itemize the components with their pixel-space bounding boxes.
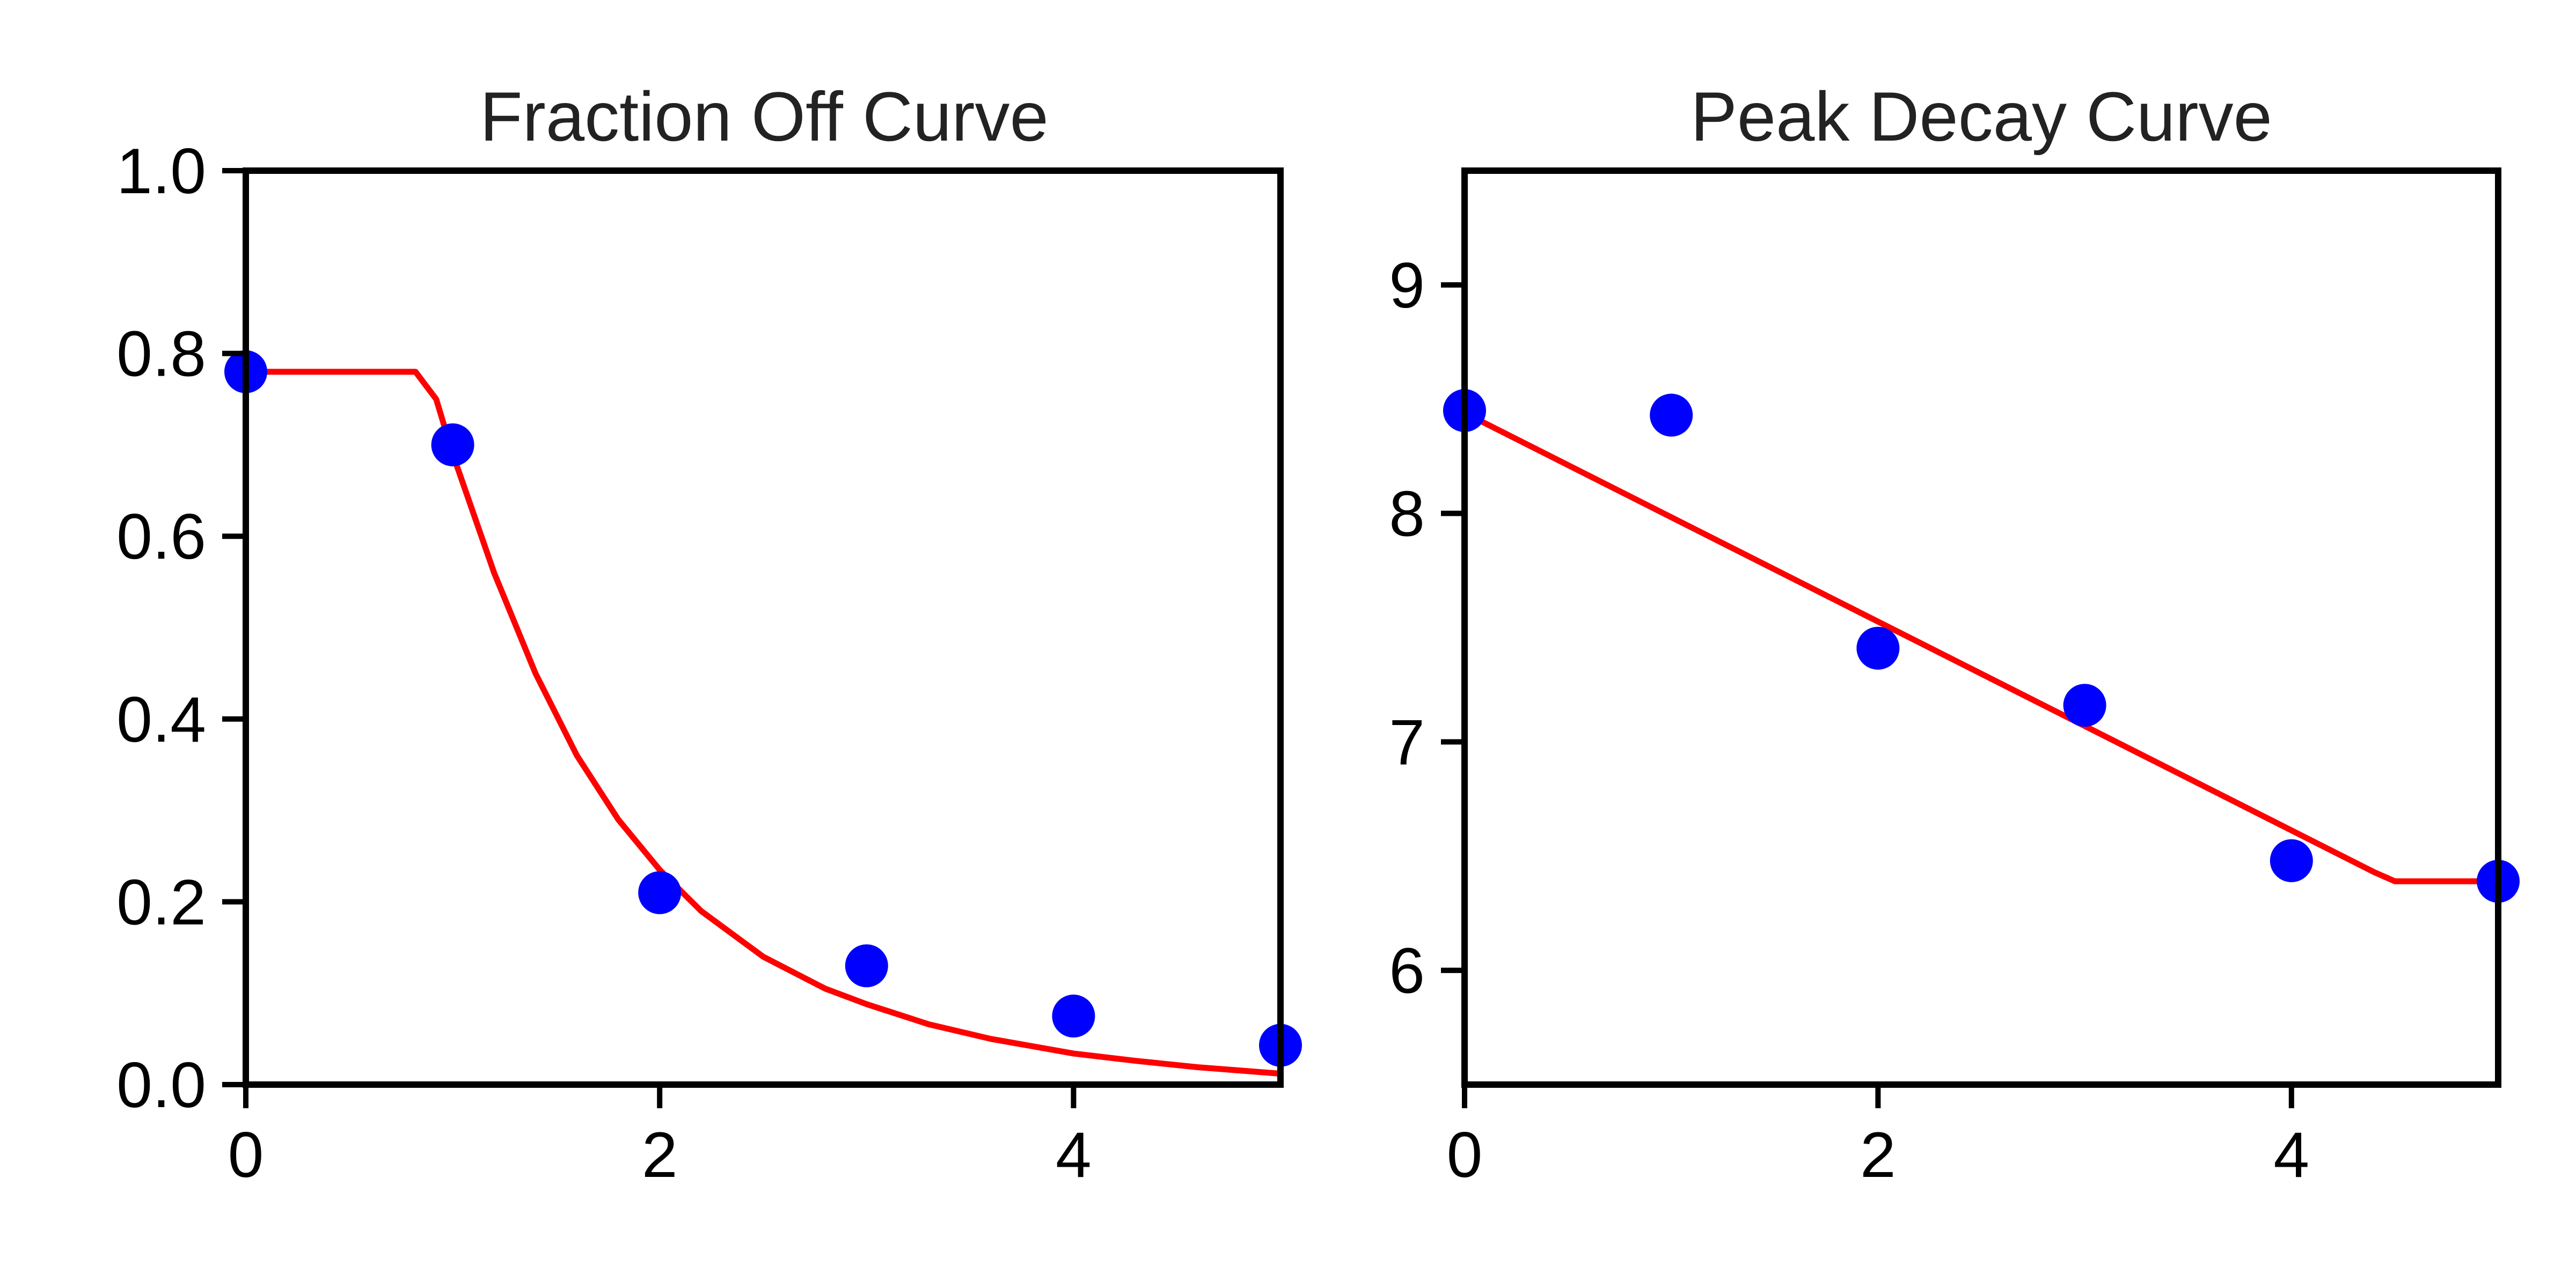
plot-frame [243, 167, 1284, 1088]
y-tick-label: 0.2 [116, 866, 206, 938]
y-tick-label: 0.6 [116, 501, 206, 573]
y-tick-label: 1.0 [116, 135, 206, 207]
x-tick-label: 2 [642, 1119, 678, 1191]
chart-marks: 0 2 4 6 7 8 9 [1389, 167, 2520, 1191]
data-point [1650, 393, 1693, 437]
chart-title: Peak Decay Curve [1690, 77, 2272, 156]
data-point [431, 423, 474, 466]
x-tick-label: 4 [2273, 1119, 2309, 1191]
y-tick-label: 0.4 [116, 684, 206, 756]
chart-fraction-off: Fraction Off Curve 0 2 4 0.0 0.2 0.4 0.6 0.8 1.0 [116, 77, 1302, 1191]
y-tick-label: 6 [1389, 935, 1425, 1007]
fit-line [246, 369, 1281, 1077]
x-tick-label: 0 [1447, 1119, 1483, 1191]
data-point [638, 871, 682, 914]
data-point [2063, 684, 2106, 727]
data-point [845, 944, 888, 987]
fit-line [1463, 410, 2498, 884]
x-tick-label: 4 [1056, 1119, 1092, 1191]
y-tick-label: 9 [1389, 250, 1425, 321]
y-tick-label: 8 [1389, 478, 1425, 550]
data-point [1856, 626, 1900, 670]
y-tick-label: 0.0 [116, 1049, 206, 1121]
x-tick-label: 0 [228, 1119, 264, 1191]
data-point [2270, 839, 2313, 882]
plot-frame [1461, 167, 2501, 1088]
y-tick-label: 7 [1389, 706, 1425, 778]
data-point [1052, 994, 1095, 1038]
chart-peak-decay: Peak Decay Curve 0 2 4 6 7 8 9 [1389, 77, 2520, 1191]
y-tick-label: 0.8 [116, 318, 206, 390]
chart-marks: 0 2 4 0.0 0.2 0.4 0.6 0.8 1.0 [116, 135, 1302, 1191]
chart-title: Fraction Off Curve [480, 77, 1049, 156]
x-tick-label: 2 [1860, 1119, 1896, 1191]
